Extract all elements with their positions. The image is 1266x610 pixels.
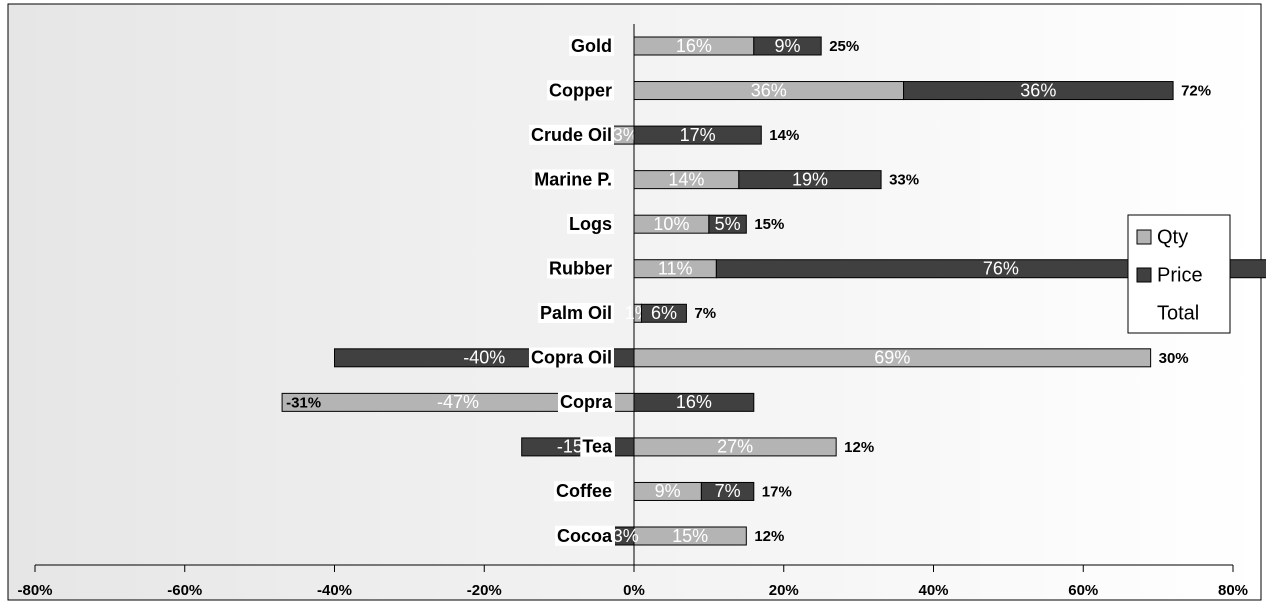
category-label-bg (553, 481, 614, 502)
category-label: Logs (569, 214, 612, 234)
data-label: 5% (715, 214, 741, 234)
category-label: Crude Oil (531, 125, 612, 145)
data-label: 9% (774, 36, 800, 56)
data-label: 36% (1020, 80, 1056, 100)
category-label: Cocoa (557, 526, 613, 546)
data-label: 7% (715, 481, 741, 501)
data-label: 10% (653, 214, 689, 234)
total-label: 25% (829, 38, 859, 55)
x-tick-label: -20% (467, 582, 502, 599)
bar-segment (903, 81, 1174, 101)
total-label: -31% (286, 394, 321, 411)
category-label: Coffee (556, 481, 612, 501)
category-label-bg (580, 436, 615, 457)
data-label: -47% (437, 392, 479, 412)
x-tick-label: 60% (1068, 582, 1098, 599)
data-label: 9% (655, 481, 681, 501)
category-label: Copper (549, 80, 612, 100)
category-label-bg (554, 525, 615, 546)
total-label: 12% (754, 528, 784, 545)
bar-segment (633, 125, 762, 145)
total-label: 30% (1159, 350, 1189, 367)
data-label: -40% (463, 348, 505, 368)
data-label: 36% (751, 80, 787, 100)
category-label: Copra Oil (531, 348, 612, 368)
bar-segment (640, 303, 687, 323)
category-label: Palm Oil (540, 303, 612, 323)
bar-segment (700, 481, 755, 501)
data-label: 19% (792, 169, 828, 189)
legend-label: Qty (1157, 226, 1188, 248)
category-label: Marine P. (534, 169, 612, 189)
total-label: 12% (844, 439, 874, 456)
data-label: 16% (676, 392, 712, 412)
data-label: 27% (717, 437, 753, 457)
data-label: 76% (983, 258, 1019, 278)
data-label: 69% (874, 348, 910, 368)
total-label: 72% (1181, 83, 1211, 100)
data-label: 11% (658, 258, 693, 278)
category-label: Gold (571, 36, 612, 56)
total-label: 14% (769, 127, 799, 144)
data-label: 6% (651, 303, 677, 323)
total-label: 33% (889, 172, 919, 189)
bar-segment (753, 36, 822, 56)
category-label-bg (557, 392, 615, 413)
category-label-bg (528, 124, 614, 145)
data-label: -3% (607, 125, 639, 145)
legend-swatch (1136, 267, 1152, 283)
category-label-bg (547, 80, 614, 101)
total-label: 15% (754, 216, 784, 233)
category-label-bg (547, 258, 614, 279)
bar-segment (738, 170, 882, 190)
data-label: 17% (680, 125, 716, 145)
category-label: Copra (560, 392, 613, 412)
category-label-bg (537, 303, 614, 324)
category-label: Rubber (549, 258, 612, 278)
total-label: 7% (694, 305, 716, 322)
x-tick-label: -40% (317, 582, 352, 599)
data-label: 16% (676, 36, 712, 56)
bar-segment (708, 214, 747, 234)
bar-segment (633, 392, 755, 412)
x-tick-label: 20% (769, 582, 799, 599)
x-tick-label: 40% (918, 582, 948, 599)
x-tick-label: -60% (167, 582, 202, 599)
x-tick-label: 0% (623, 582, 645, 599)
legend-swatch (1136, 229, 1152, 245)
category-label: Tea (582, 437, 613, 457)
legend: Qty Price Total (1127, 214, 1231, 334)
x-tick-label: -80% (17, 582, 52, 599)
data-label: 15% (672, 526, 708, 546)
category-label-bg (567, 213, 614, 234)
category-label-bg (569, 35, 614, 56)
legend-label: Price (1157, 264, 1203, 286)
x-tick-label: 80% (1218, 582, 1248, 599)
category-label-bg (532, 169, 614, 190)
data-label: 14% (668, 169, 704, 189)
legend-label: Total (1157, 302, 1199, 324)
category-label-bg (528, 347, 614, 368)
total-label: 17% (762, 483, 792, 500)
